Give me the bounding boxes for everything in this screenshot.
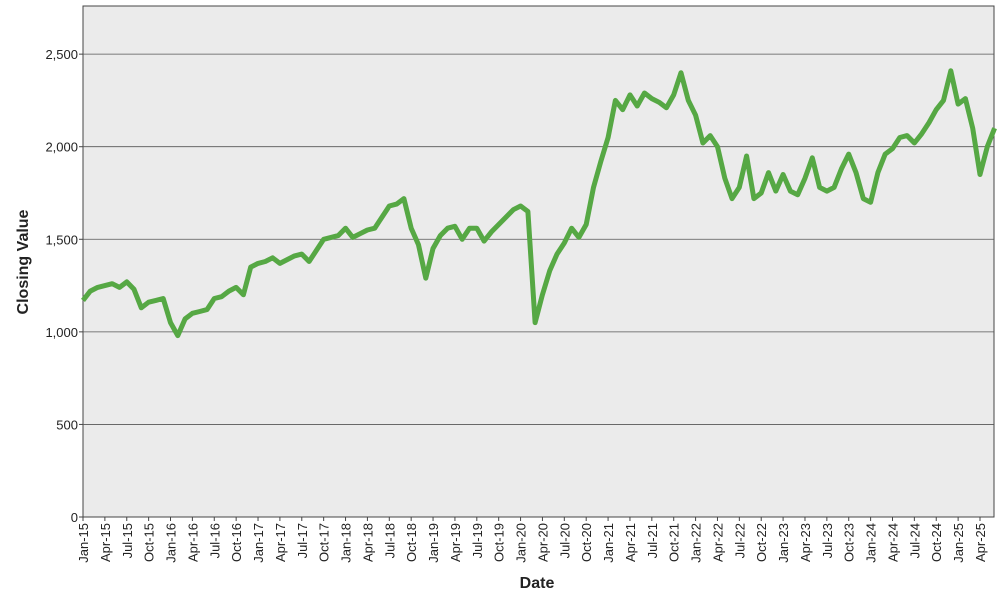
x-tick-label: Jul-22 xyxy=(732,523,747,558)
y-tick-label: 0 xyxy=(71,510,78,525)
x-tick-label: Jan-25 xyxy=(951,523,966,563)
x-tick-label: Apr-25 xyxy=(973,523,988,562)
x-tick-label: Oct-23 xyxy=(842,523,857,562)
x-tick-label: Oct-15 xyxy=(142,523,157,562)
y-tick-label: 1,500 xyxy=(45,232,78,247)
x-tick-label: Oct-22 xyxy=(754,523,769,562)
x-tick-label: Oct-19 xyxy=(492,523,507,562)
x-tick-label: Jan-19 xyxy=(426,523,441,563)
x-tick-label: Apr-19 xyxy=(448,523,463,562)
y-tick-label: 2,000 xyxy=(45,140,78,155)
x-tick-label: Apr-20 xyxy=(535,523,550,562)
x-tick-label: Jan-18 xyxy=(339,523,354,563)
x-tick-label: Apr-24 xyxy=(885,523,900,562)
x-tick-label: Oct-17 xyxy=(317,523,332,562)
x-tick-label: Apr-18 xyxy=(360,523,375,562)
y-tick-label: 2,500 xyxy=(45,47,78,62)
x-tick-label: Jul-18 xyxy=(382,523,397,558)
x-tick-label: Apr-23 xyxy=(798,523,813,562)
x-tick-label: Jan-22 xyxy=(689,523,704,563)
x-tick-label: Oct-24 xyxy=(929,523,944,562)
x-tick-label: Apr-21 xyxy=(623,523,638,562)
y-tick-label: 500 xyxy=(56,417,78,432)
x-tick-label: Jul-23 xyxy=(820,523,835,558)
x-tick-label: Apr-16 xyxy=(185,523,200,562)
data-line xyxy=(81,68,997,339)
x-tick-label: Jan-16 xyxy=(164,523,179,563)
x-tick-label: Apr-15 xyxy=(98,523,113,562)
x-tick-label: Jul-16 xyxy=(207,523,222,558)
x-tick-label: Jul-15 xyxy=(120,523,135,558)
x-tick-label: Jan-21 xyxy=(601,523,616,563)
x-tick-label: Oct-20 xyxy=(579,523,594,562)
x-tick-label: Oct-21 xyxy=(667,523,682,562)
x-tick-label: Jan-23 xyxy=(776,523,791,563)
x-tick-label: Jan-15 xyxy=(76,523,91,563)
x-tick-label: Jul-20 xyxy=(557,523,572,558)
x-tick-label: Jul-17 xyxy=(295,523,310,558)
x-tick-label: Jan-20 xyxy=(514,523,529,563)
x-tick-label: Oct-18 xyxy=(404,523,419,562)
x-tick-label: Jan-24 xyxy=(864,523,879,563)
x-tick-label: Jan-17 xyxy=(251,523,266,563)
plot-area xyxy=(82,5,995,518)
x-tick-label: Jul-21 xyxy=(645,523,660,558)
y-axis-title: Closing Value xyxy=(15,209,32,314)
x-tick-label: Apr-22 xyxy=(710,523,725,562)
x-tick-label: Apr-17 xyxy=(273,523,288,562)
y-tick-label: 1,000 xyxy=(45,325,78,340)
x-axis-title: Date xyxy=(520,575,555,592)
x-tick-label: Jul-19 xyxy=(470,523,485,558)
x-tick-label: Jul-24 xyxy=(907,523,922,558)
x-tick-label: Oct-16 xyxy=(229,523,244,562)
